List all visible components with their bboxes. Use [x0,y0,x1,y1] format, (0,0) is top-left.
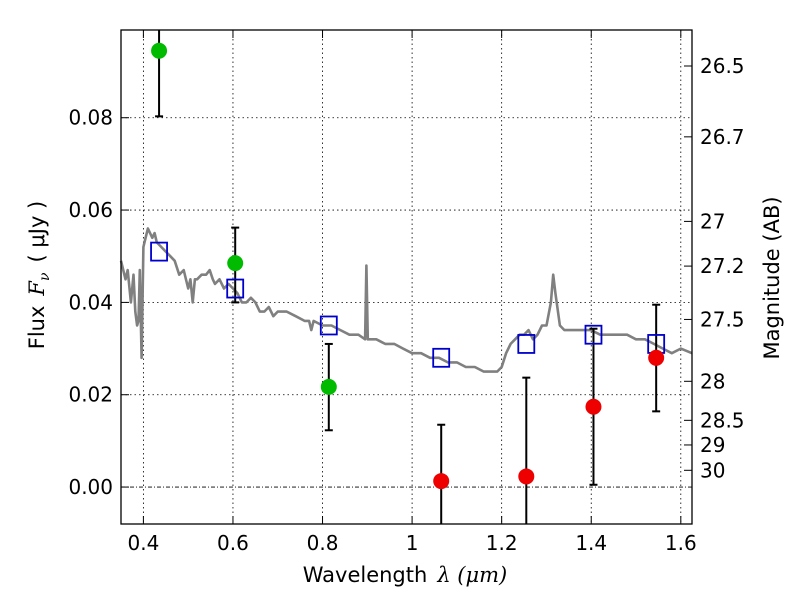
plot-frame [120,29,693,525]
y-tick-label: 0.06 [68,198,113,222]
x-axis-title: Wavelength λ (μm) [303,563,508,587]
observed-flux-point [518,468,535,485]
x-tick-label: 0.4 [127,531,159,555]
model-photometry-square [319,315,338,336]
y-tick-label: 0.08 [68,106,113,130]
y2-tick-label: 27.5 [700,307,745,331]
y-tick-labels: 0.00 0.02 0.04 0.06 0.08 [68,106,113,499]
observed-flux-point [151,42,168,59]
observed-flux-point [320,378,337,395]
observed-flux-point [585,398,602,415]
y-axis-title: FluxFν( μJy ) [25,201,53,349]
y-tick-label: 0.00 [68,475,113,499]
x-tick-label: 1.4 [575,531,607,555]
observed-flux-point [648,349,665,366]
observed-flux-point [433,473,450,490]
y2-tick-label: 26.7 [700,125,745,149]
y2-axis-title: Magnitude (AB) [760,196,784,359]
y2-tick-label: 26.5 [700,54,745,78]
y2-tick-label: 27 [700,209,725,233]
observed-flux-point [227,255,244,272]
model-photometry-square [517,334,536,354]
y-tick-label: 0.04 [68,290,113,314]
x-tick-label: 0.6 [217,531,249,555]
model-photometry-square [226,278,245,299]
y2-tick-label: 28 [700,369,725,393]
y-tick-label: 0.02 [68,383,113,407]
x-tick-labels: 0.4 0.6 0.8 1 1.2 1.4 1.6 [127,531,696,555]
model-photometry-square [150,241,168,262]
y2-tick-label: 30 [700,458,725,482]
x-tick-label: 1.6 [665,531,697,555]
y2-tick-label: 27.2 [700,254,745,278]
grid-lines [121,30,692,524]
model-photometry-square [584,324,603,345]
y2-tick-label: 28.5 [700,408,745,432]
x-tick-label: 0.8 [307,531,339,555]
error-bars [155,30,661,524]
model-spectrum [119,227,693,373]
model-spectrum-line [119,227,693,373]
x-tick-label: 1 [406,531,419,555]
data-markers [150,42,666,490]
y2-tick-label: 29 [700,433,725,457]
model-photometry-square [432,347,451,368]
x-tick-label: 1.2 [486,531,518,555]
tick-marks [121,30,692,524]
